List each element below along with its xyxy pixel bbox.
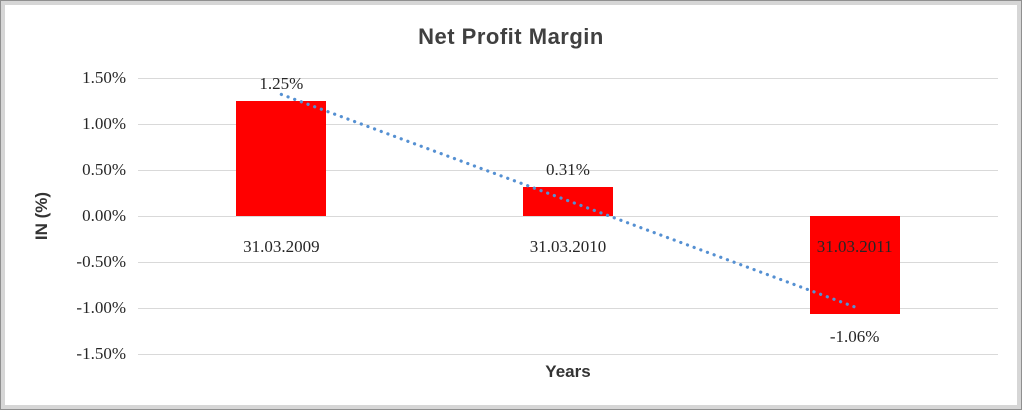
bar-value-label: 0.31% [546,160,590,180]
bar-value-label: 1.25% [259,74,304,93]
bar-31.03.2010 [523,187,613,216]
y-axis-tick-label: 0.50% [82,160,126,179]
chart-title: Net Profit Margin [418,24,604,49]
y-axis-tick-label: -1.50% [76,344,126,363]
y-axis-tick-label: 1.00% [82,114,126,133]
y-axis-tick-label: 0.00% [82,206,126,225]
y-axis-tick-label: -0.50% [76,252,126,271]
y-axis-tick-label: 1.50% [82,68,126,87]
x-axis-category-label: 31.03.2009 [243,237,320,256]
y-axis-tick-label: -1.00% [76,298,126,317]
gridline [138,353,998,355]
bar-31.03.2009 [236,101,327,216]
x-axis-category-label: 31.03.2010 [529,237,607,256]
bar-31.03.2011 [809,216,900,314]
gridline [138,77,998,79]
bar-value-label: -1.06% [829,326,880,346]
y-axis-title: IN (%) [32,191,51,241]
x-axis-title: Years [545,362,591,381]
x-axis-category-label: 31.03.2011 [816,237,893,256]
